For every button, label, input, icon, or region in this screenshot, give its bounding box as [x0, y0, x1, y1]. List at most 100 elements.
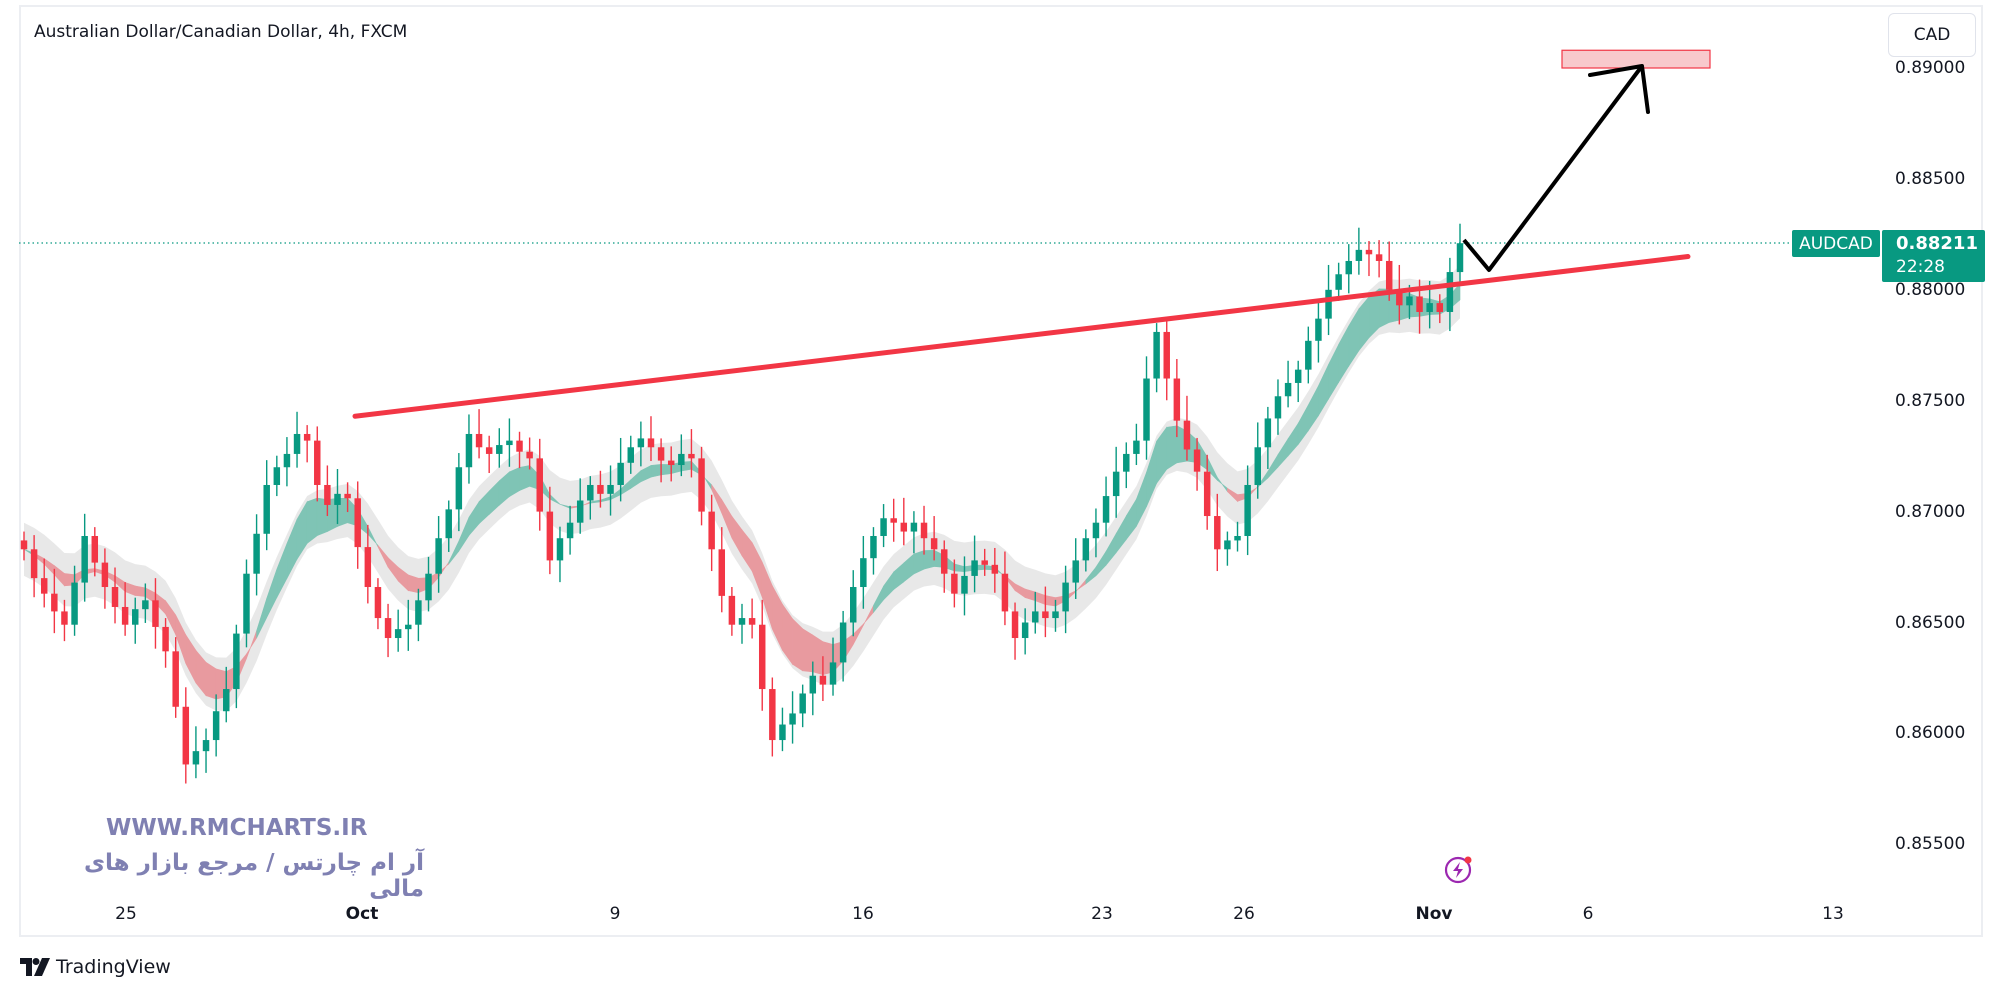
candle-body	[850, 587, 857, 623]
candle	[678, 434, 685, 477]
candle-body	[263, 484, 270, 534]
candle-body	[1214, 516, 1221, 550]
candle	[1021, 608, 1029, 655]
currency-button[interactable]: CAD	[1888, 13, 1976, 57]
candle	[981, 548, 988, 576]
candle	[374, 578, 382, 630]
candle	[40, 558, 48, 608]
candle-body	[455, 467, 463, 510]
ma-ribbon-segment	[205, 661, 217, 700]
candle	[475, 409, 483, 459]
candle-body	[667, 460, 675, 466]
candle-body	[354, 498, 361, 548]
candle	[900, 497, 908, 546]
candle	[587, 476, 594, 520]
candle	[405, 599, 412, 651]
ma-ribbon-segment	[1045, 595, 1056, 607]
candle	[607, 465, 614, 516]
candle	[303, 425, 311, 463]
candle-body	[1416, 296, 1423, 312]
candle	[799, 684, 806, 728]
candle	[71, 565, 78, 636]
candle	[890, 498, 897, 542]
candle-body	[900, 522, 908, 532]
candle-body	[1264, 418, 1272, 448]
candle-body	[748, 618, 756, 625]
candle-body	[172, 651, 179, 707]
candle-body	[587, 484, 594, 501]
candle	[465, 414, 473, 484]
candle	[991, 547, 999, 593]
candle-body	[111, 587, 119, 607]
candle-body	[1244, 484, 1251, 536]
candle	[1436, 294, 1444, 324]
candle	[809, 661, 817, 716]
candle	[324, 465, 331, 517]
candle	[880, 504, 887, 548]
candle	[192, 726, 200, 779]
candle	[283, 437, 291, 487]
candle-body	[1325, 289, 1332, 319]
candle-body	[991, 564, 999, 574]
lightning-icon[interactable]	[1442, 854, 1474, 886]
price-tick: 0.88000	[1895, 279, 1966, 300]
candle-body	[981, 560, 988, 565]
candle-body	[374, 587, 382, 619]
candle-body	[506, 440, 513, 446]
candle-body	[142, 600, 149, 610]
candle	[961, 556, 968, 616]
candle	[1214, 493, 1221, 572]
candle	[162, 618, 169, 668]
bar-countdown: 22:28	[1896, 257, 1945, 277]
candle-body	[1426, 303, 1433, 312]
candle	[860, 535, 867, 609]
candle	[1365, 241, 1373, 277]
candle	[1355, 227, 1363, 275]
candle	[971, 535, 978, 593]
candle-body	[71, 582, 78, 625]
candle-body	[718, 549, 726, 596]
candle-body	[1082, 538, 1090, 561]
candle-body	[870, 535, 877, 559]
candle	[951, 559, 958, 608]
candle-body	[1254, 447, 1261, 485]
candle-body	[617, 462, 624, 485]
candle-body	[910, 522, 918, 532]
candle-body	[202, 740, 210, 752]
candle-body	[273, 467, 281, 485]
candle	[202, 728, 210, 773]
time-tick: Oct	[345, 904, 379, 924]
candle	[1072, 538, 1079, 599]
candle-body	[1355, 249, 1363, 261]
time-tick: Nov	[1415, 904, 1453, 924]
candle-body	[40, 578, 48, 594]
candle-body	[1456, 243, 1464, 273]
candle-body	[1011, 611, 1019, 639]
candle-body	[1173, 378, 1181, 421]
candle	[597, 470, 604, 508]
candle	[1011, 602, 1019, 660]
candle	[111, 567, 119, 624]
candle	[182, 687, 190, 784]
candle-body	[576, 500, 584, 523]
candle-body	[566, 522, 574, 539]
candle	[1042, 586, 1049, 638]
candle	[728, 587, 736, 636]
candle	[101, 548, 109, 609]
watermark-url: WWW.RMCHARTS.IR	[106, 815, 368, 841]
candle	[536, 438, 543, 531]
candle	[61, 599, 68, 642]
candle-body	[233, 633, 240, 690]
candle	[920, 505, 928, 555]
candle-body	[819, 675, 827, 685]
candle	[263, 460, 270, 551]
candle-body	[192, 751, 200, 765]
candle-body	[1163, 331, 1170, 379]
candle-body	[475, 433, 483, 448]
price-tick: 0.86500	[1895, 612, 1966, 633]
tradingview-logo[interactable]: TradingView	[20, 956, 171, 978]
candle	[769, 677, 776, 757]
candle	[81, 513, 88, 602]
candle	[748, 598, 756, 639]
